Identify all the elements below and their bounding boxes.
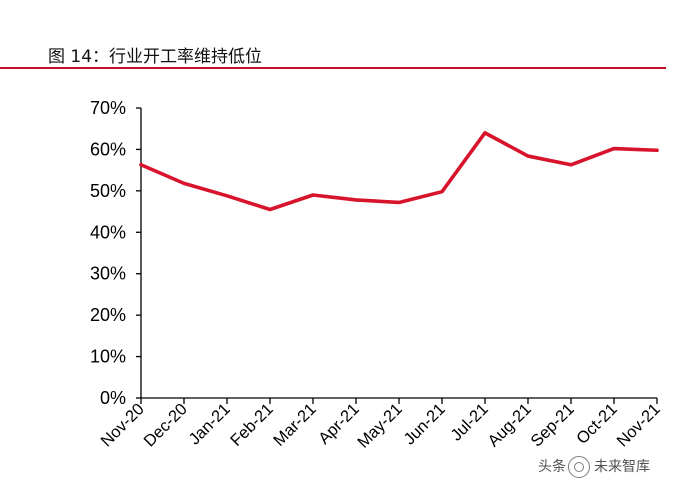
x-tick-label: Jun-21: [400, 400, 448, 448]
y-tick-label: 30%: [90, 264, 126, 284]
watermark-brand: 未来智库: [594, 459, 650, 475]
y-tick-label: 50%: [90, 181, 126, 201]
y-tick-label: 0%: [100, 388, 126, 408]
title-divider: [0, 67, 666, 69]
y-axis: 0% 10% 20% 30% 40% 50% 60% 70%: [90, 98, 142, 408]
data-point: [225, 194, 229, 198]
data-point: [182, 181, 186, 185]
x-tick-label: Jan-21: [185, 400, 233, 448]
data-point: [268, 207, 272, 212]
y-tick-label: 70%: [90, 98, 126, 118]
x-tick-label: Feb-21: [227, 400, 277, 450]
watermark-source: 头条: [538, 459, 566, 475]
x-axis: Nov-20Dec-20Jan-21Feb-21Mar-21Apr-21May-…: [97, 397, 664, 452]
x-tick-label: Nov-21: [613, 400, 663, 450]
data-point: [655, 148, 659, 152]
y-tick-label: 40%: [90, 222, 126, 242]
data-point: [440, 190, 444, 194]
y-tick-label: 10%: [90, 347, 126, 367]
figure-title: 图 14：行业开工率维持低位: [48, 47, 263, 67]
series-line: [139, 131, 659, 212]
y-tick-label: 20%: [90, 305, 126, 325]
watermark: 头条 未来智库: [538, 456, 650, 478]
data-point: [139, 163, 143, 167]
data-point: [354, 198, 358, 202]
data-point: [612, 147, 616, 151]
y-tick-label: 60%: [90, 139, 126, 159]
data-point: [311, 193, 315, 197]
x-tick-label: Dec-20: [140, 400, 190, 450]
x-tick-label: Mar-21: [270, 400, 320, 450]
data-point: [483, 131, 487, 135]
x-tick-label: Aug-21: [484, 400, 534, 450]
data-point: [526, 154, 530, 158]
x-tick-label: May-21: [354, 400, 406, 452]
watermark-logo-icon: [568, 456, 590, 478]
series-group: [139, 131, 659, 212]
data-point: [397, 200, 401, 205]
data-point: [569, 163, 573, 167]
x-tick-label: Sep-21: [527, 400, 577, 450]
x-tick-label: Oct-21: [573, 400, 621, 448]
